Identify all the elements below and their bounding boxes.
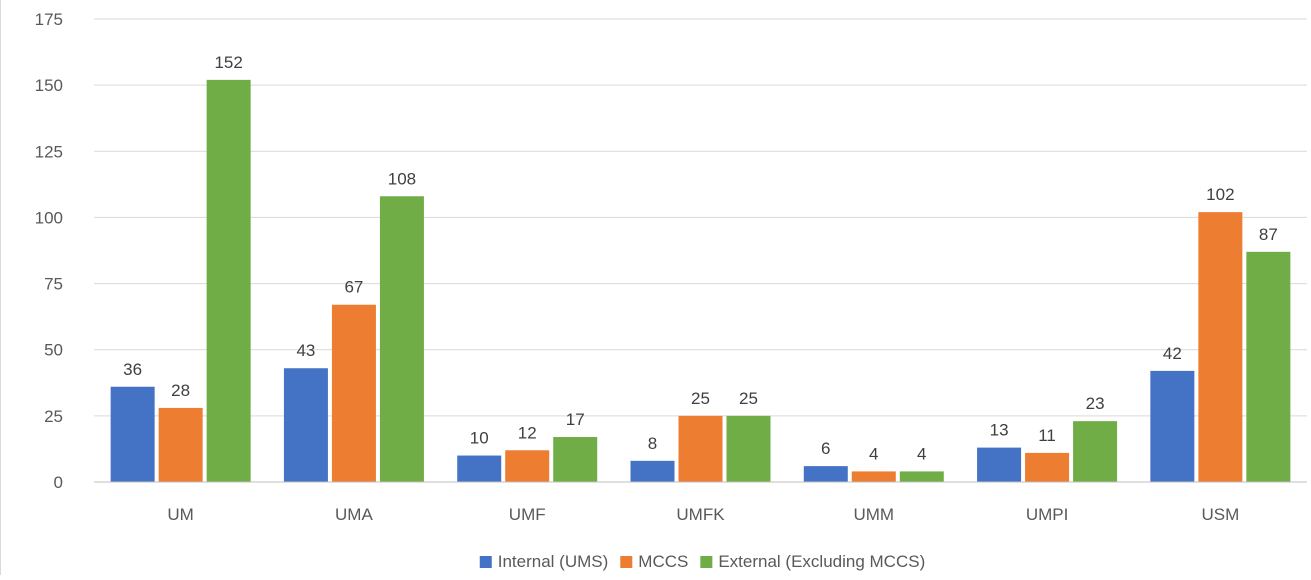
x-category-label: USM — [1201, 505, 1239, 524]
bar-umm-series-2 — [851, 471, 896, 482]
legend-item-series-1: Internal (UMS) — [479, 552, 609, 571]
data-label: 36 — [123, 360, 142, 379]
data-label: 4 — [869, 444, 878, 463]
bar-umm-series-3 — [899, 471, 944, 482]
x-category-label: UMPI — [1026, 505, 1069, 524]
legend-label: External (Excluding MCCS) — [718, 552, 925, 571]
y-axis: 0 25 50 75 100 125 150 175 — [35, 10, 63, 492]
x-category-label: UMM — [853, 505, 894, 524]
data-labels: 36 28 152 43 67 108 10 12 17 8 25 25 6 4 4 13 11 23 42 102 8… — [123, 53, 1278, 464]
bar-umf-series-3 — [553, 437, 598, 482]
x-axis: UM UMA UMF UMFK UMM UMPI USM — [94, 481, 1307, 524]
bar-umfk-series-1 — [630, 460, 675, 482]
y-tick-label: 50 — [44, 341, 63, 360]
legend-swatch — [620, 556, 633, 568]
bar-usm-series-3 — [1246, 251, 1291, 482]
bars — [110, 79, 1291, 482]
bar-uma-series-3 — [379, 196, 424, 482]
data-label: 12 — [518, 423, 537, 442]
data-label: 8 — [648, 434, 657, 453]
data-label: 4 — [917, 444, 926, 463]
data-label: 23 — [1086, 394, 1105, 413]
data-label: 11 — [1038, 426, 1056, 445]
data-label: 67 — [344, 278, 363, 297]
bar-umpi-series-2 — [1025, 452, 1070, 482]
bar-usm-series-2 — [1198, 212, 1243, 482]
y-tick-label: 75 — [44, 275, 63, 294]
y-tick-label: 0 — [54, 473, 63, 492]
y-tick-label: 150 — [35, 76, 63, 95]
x-category-label: UMFK — [676, 505, 725, 524]
bar-umf-series-2 — [505, 450, 550, 482]
y-tick-label: 125 — [35, 142, 63, 161]
bar-umpi-series-1 — [977, 447, 1022, 482]
y-tick-label: 175 — [35, 10, 63, 29]
data-label: 25 — [691, 389, 710, 408]
legend: Internal (UMS) MCCS External (Excluding MC… — [479, 552, 925, 571]
legend-label: MCCS — [638, 552, 688, 571]
data-label: 17 — [566, 410, 585, 429]
legend-item-series-2: MCCS — [620, 552, 688, 571]
x-category-label: UMF — [509, 505, 546, 524]
data-label: 108 — [388, 169, 416, 188]
bar-um-series-2 — [158, 407, 203, 482]
data-label: 152 — [214, 53, 242, 72]
bar-uma-series-2 — [331, 304, 376, 482]
bar-umfk-series-3 — [726, 415, 771, 482]
bar-uma-series-1 — [283, 368, 328, 482]
x-category-label: UM — [167, 505, 193, 524]
bar-umpi-series-3 — [1073, 421, 1118, 482]
bar-umfk-series-2 — [678, 415, 723, 482]
bar-um-series-3 — [206, 79, 251, 482]
data-label: 28 — [171, 381, 190, 400]
data-label: 87 — [1259, 225, 1278, 244]
bar-umf-series-1 — [457, 455, 502, 482]
data-label: 25 — [739, 389, 758, 408]
data-label: 42 — [1163, 344, 1182, 363]
data-label: 13 — [990, 421, 1009, 440]
bar-umm-series-1 — [803, 466, 848, 482]
legend-swatch — [479, 556, 492, 568]
data-label: 43 — [296, 341, 315, 360]
bar-um-series-1 — [110, 386, 155, 482]
y-tick-label: 100 — [35, 208, 63, 227]
bar-usm-series-1 — [1150, 370, 1195, 482]
gridlines — [94, 18, 1307, 417]
data-label: 10 — [470, 429, 489, 448]
data-label: 6 — [821, 439, 830, 458]
legend-swatch — [700, 556, 713, 568]
legend-label: Internal (UMS) — [498, 552, 609, 571]
y-tick-label: 25 — [44, 407, 63, 426]
data-label: 102 — [1206, 185, 1234, 204]
legend-item-series-3: External (Excluding MCCS) — [700, 552, 925, 571]
x-category-label: UMA — [335, 505, 373, 524]
